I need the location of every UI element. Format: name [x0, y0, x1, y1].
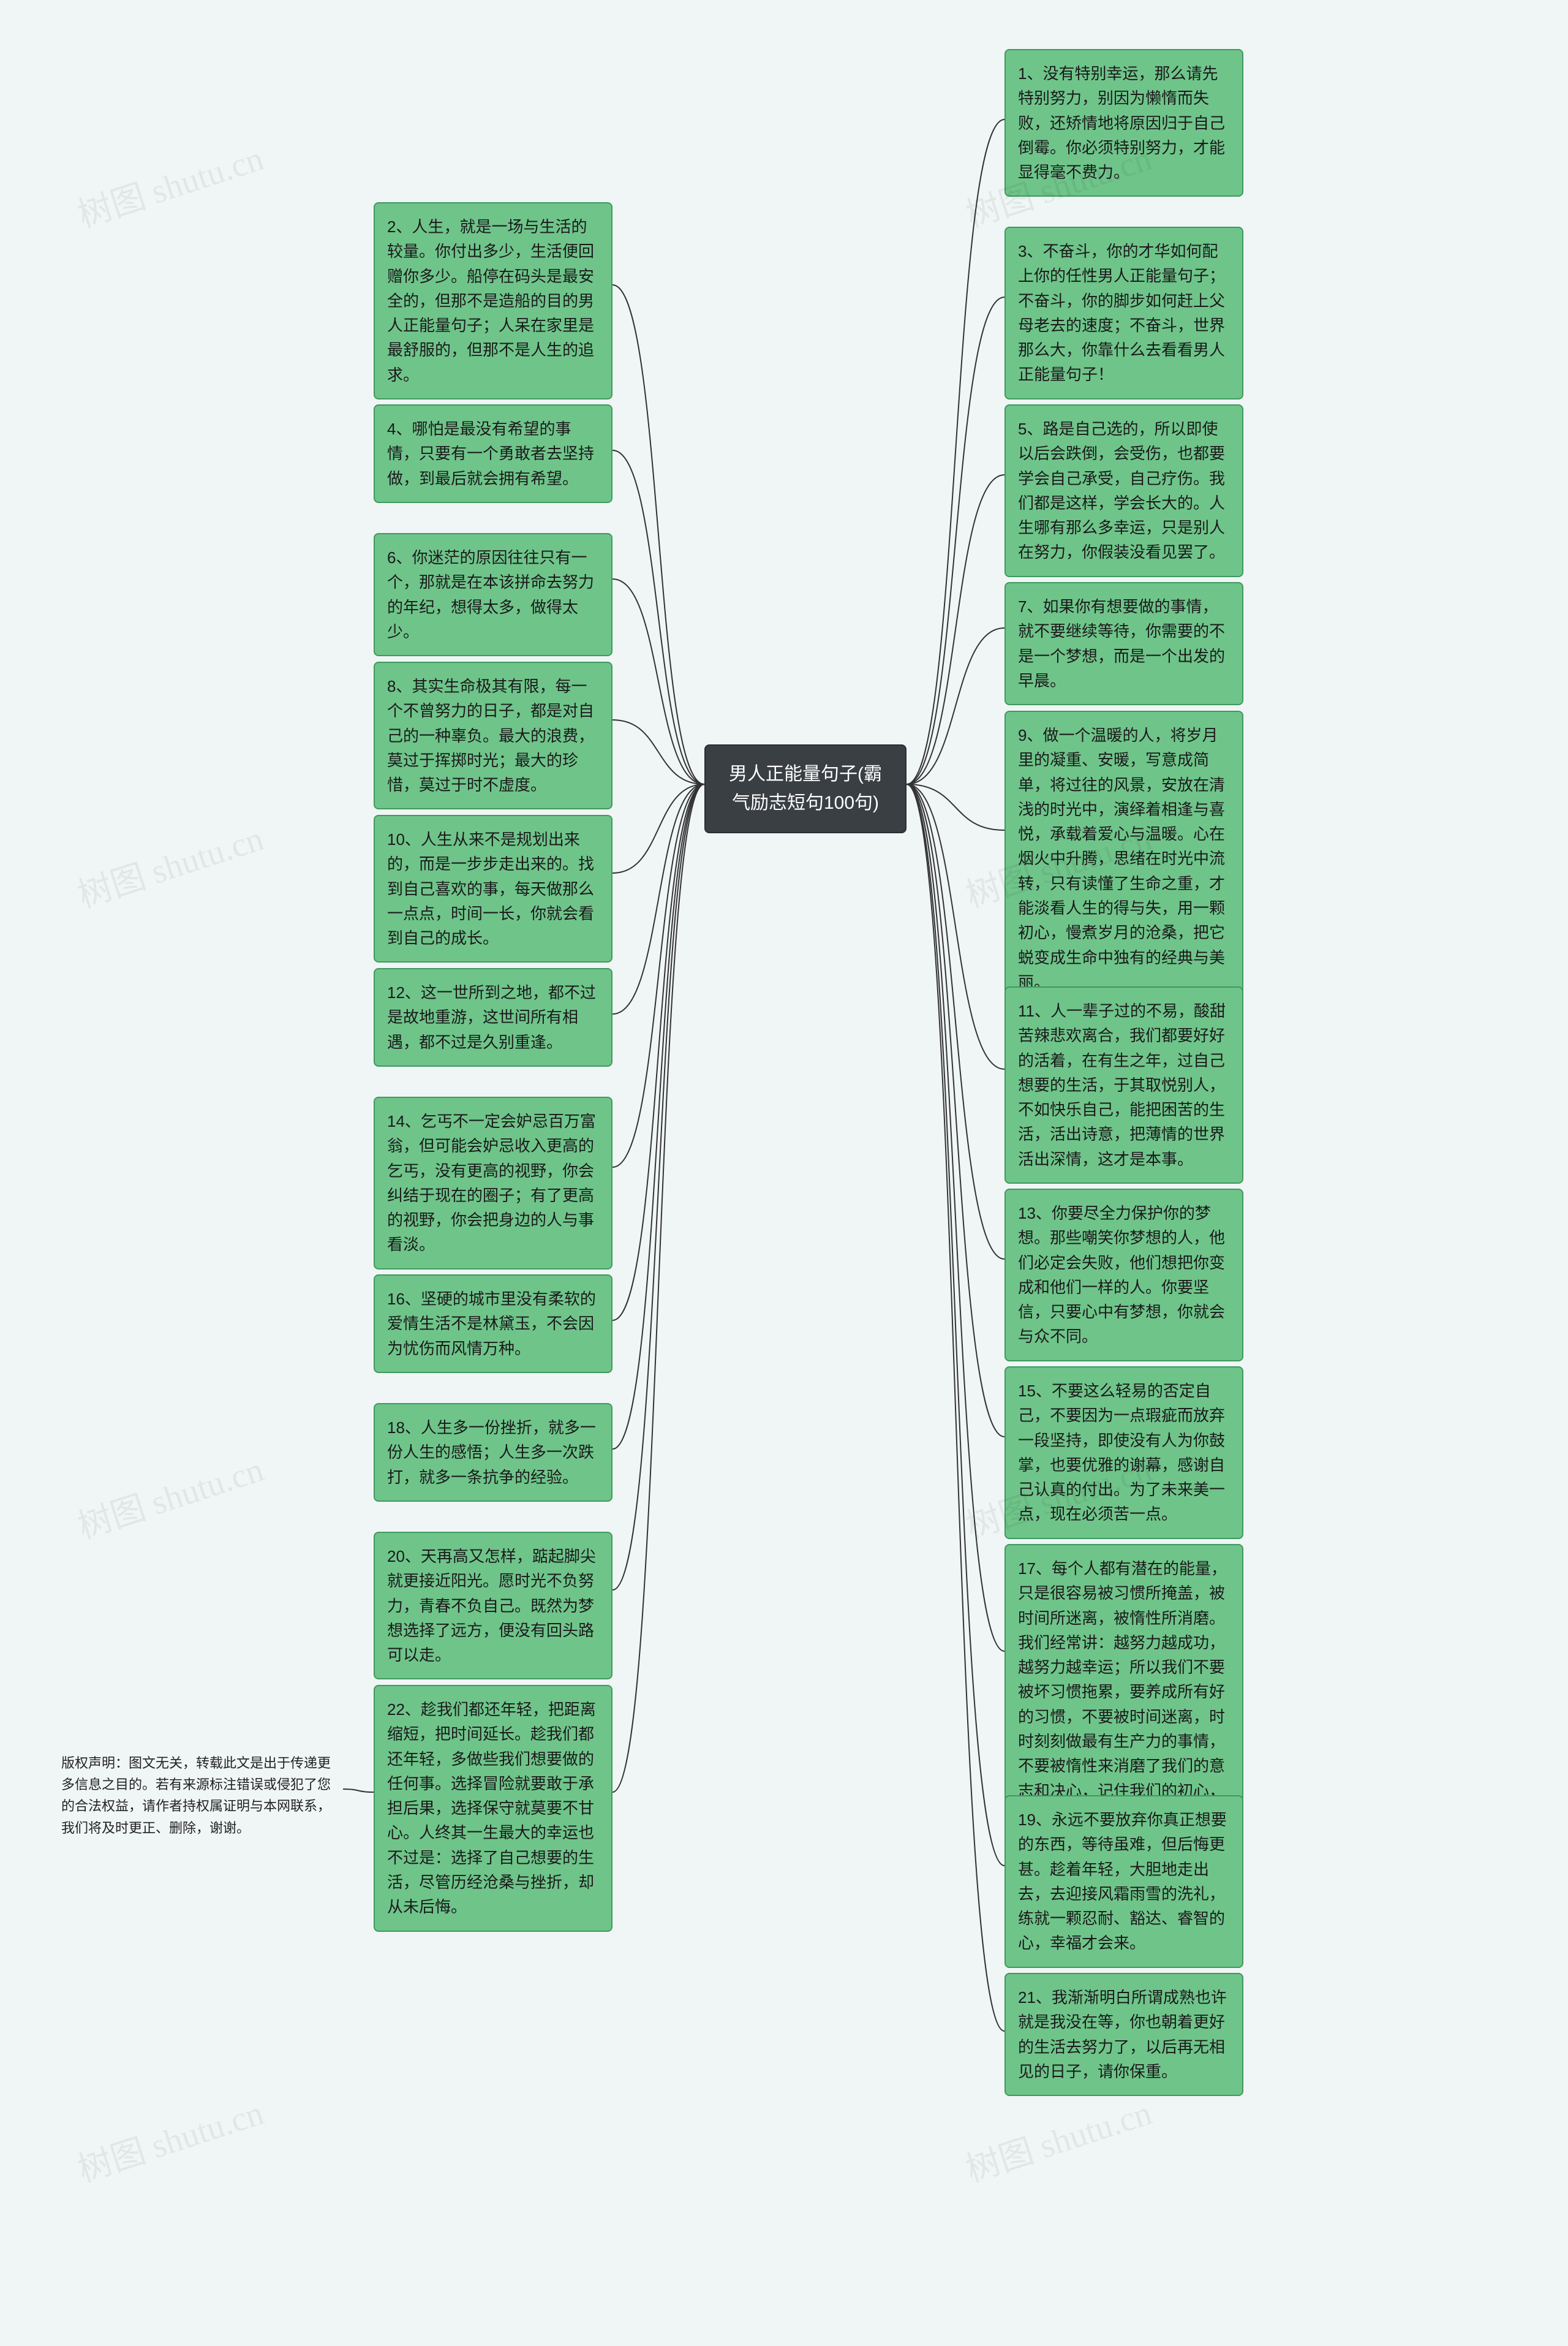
leaf-node-9[interactable]: 9、做一个温暖的人，将岁月里的凝重、安暖，写意成简单，将过往的风景，安放在清浅的… — [1005, 711, 1243, 1007]
leaf-node-15[interactable]: 15、不要这么轻易的否定自己，不要因为一点瑕疵而放弃一段坚持，即使没有人为你鼓掌… — [1005, 1366, 1243, 1539]
leaf-node-20[interactable]: 20、天再高又怎样，踮起脚尖就更接近阳光。愿时光不负努力，青春不负自己。既然为梦… — [374, 1532, 612, 1679]
leaf-node-13[interactable]: 13、你要尽全力保护你的梦想。那些嘲笑你梦想的人，他们必定会失败，他们想把你变成… — [1005, 1189, 1243, 1361]
leaf-node-16[interactable]: 16、坚硬的城市里没有柔软的爱情生活不是林黛玉，不会因为忧伤而风情万种。 — [374, 1274, 612, 1373]
leaf-node-12[interactable]: 12、这一世所到之地，都不过是故地重游，这世间所有相遇，都不过是久别重逢。 — [374, 968, 612, 1067]
leaf-node-22[interactable]: 22、趁我们都还年轻，把距离缩短，把时间延长。趁我们都还年轻，多做些我们想要做的… — [374, 1685, 612, 1932]
leaf-node-19[interactable]: 19、永远不要放弃你真正想要的东西，等待虽难，但后悔更甚。趁着年轻，大胆地走出去… — [1005, 1795, 1243, 1968]
leaf-node-2[interactable]: 2、人生，就是一场与生活的较量。你付出多少，生活便回赠你多少。船停在码头是最安全… — [374, 202, 612, 399]
watermark: 树图 shutu.cn — [959, 2085, 1157, 2192]
watermark: 树图 shutu.cn — [70, 131, 269, 237]
leaf-node-6[interactable]: 6、你迷茫的原因往往只有一个，那就是在本该拼命去努力的年纪，想得太多，做得太少。 — [374, 533, 612, 656]
edge-layer — [0, 0, 1568, 2346]
leaf-node-4[interactable]: 4、哪怕是最没有希望的事情，只要有一个勇敢者去坚持做，到最后就会拥有希望。 — [374, 404, 612, 503]
leaf-node-5[interactable]: 5、路是自己选的，所以即使以后会跌倒，会受伤，也都要学会自己承受，自己疗伤。我们… — [1005, 404, 1243, 577]
leaf-node-3[interactable]: 3、不奋斗，你的才华如何配上你的任性男人正能量句子；不奋斗，你的脚步如何赶上父母… — [1005, 227, 1243, 399]
leaf-node-10[interactable]: 10、人生从来不是规划出来的，而是一步步走出来的。找到自己喜欢的事，每天做那么一… — [374, 815, 612, 963]
leaf-node-14[interactable]: 14、乞丐不一定会妒忌百万富翁，但可能会妒忌收入更高的乞丐，没有更高的视野，你会… — [374, 1097, 612, 1269]
leaf-node-7[interactable]: 7、如果你有想要做的事情，就不要继续等待，你需要的不是一个梦想，而是一个出发的早… — [1005, 582, 1243, 705]
watermark: 树图 shutu.cn — [70, 811, 269, 917]
leaf-node-21[interactable]: 21、我渐渐明白所谓成熟也许就是我没在等，你也朝着更好的生活去努力了，以后再无相… — [1005, 1973, 1243, 2096]
leaf-node-1[interactable]: 1、没有特别幸运，那么请先特别努力，别因为懒惰而失败，还矫情地将原因归于自己倒霉… — [1005, 49, 1243, 197]
leaf-node-11[interactable]: 11、人一辈子过的不易，酸甜苦辣悲欢离合，我们都要好好的活着，在有生之年，过自己… — [1005, 986, 1243, 1184]
center-node[interactable]: 男人正能量句子(霸气励志短句100句) — [704, 744, 907, 833]
copyright-notice: 版权声明：图文无关，转载此文是出于传递更多信息之目的。若有来源标注错误或侵犯了您… — [61, 1752, 343, 1839]
mindmap-canvas: 男人正能量句子(霸气励志短句100句) 2、人生，就是一场与生活的较量。你付出多少… — [0, 0, 1568, 2346]
watermark: 树图 shutu.cn — [70, 1442, 269, 1548]
leaf-node-18[interactable]: 18、人生多一份挫折，就多一份人生的感悟；人生多一次跌打，就多一条抗争的经验。 — [374, 1403, 612, 1502]
watermark: 树图 shutu.cn — [70, 2085, 269, 2192]
leaf-node-8[interactable]: 8、其实生命极其有限，每一个不曾努力的日子，都是对自己的一种辜负。最大的浪费，莫… — [374, 662, 612, 809]
